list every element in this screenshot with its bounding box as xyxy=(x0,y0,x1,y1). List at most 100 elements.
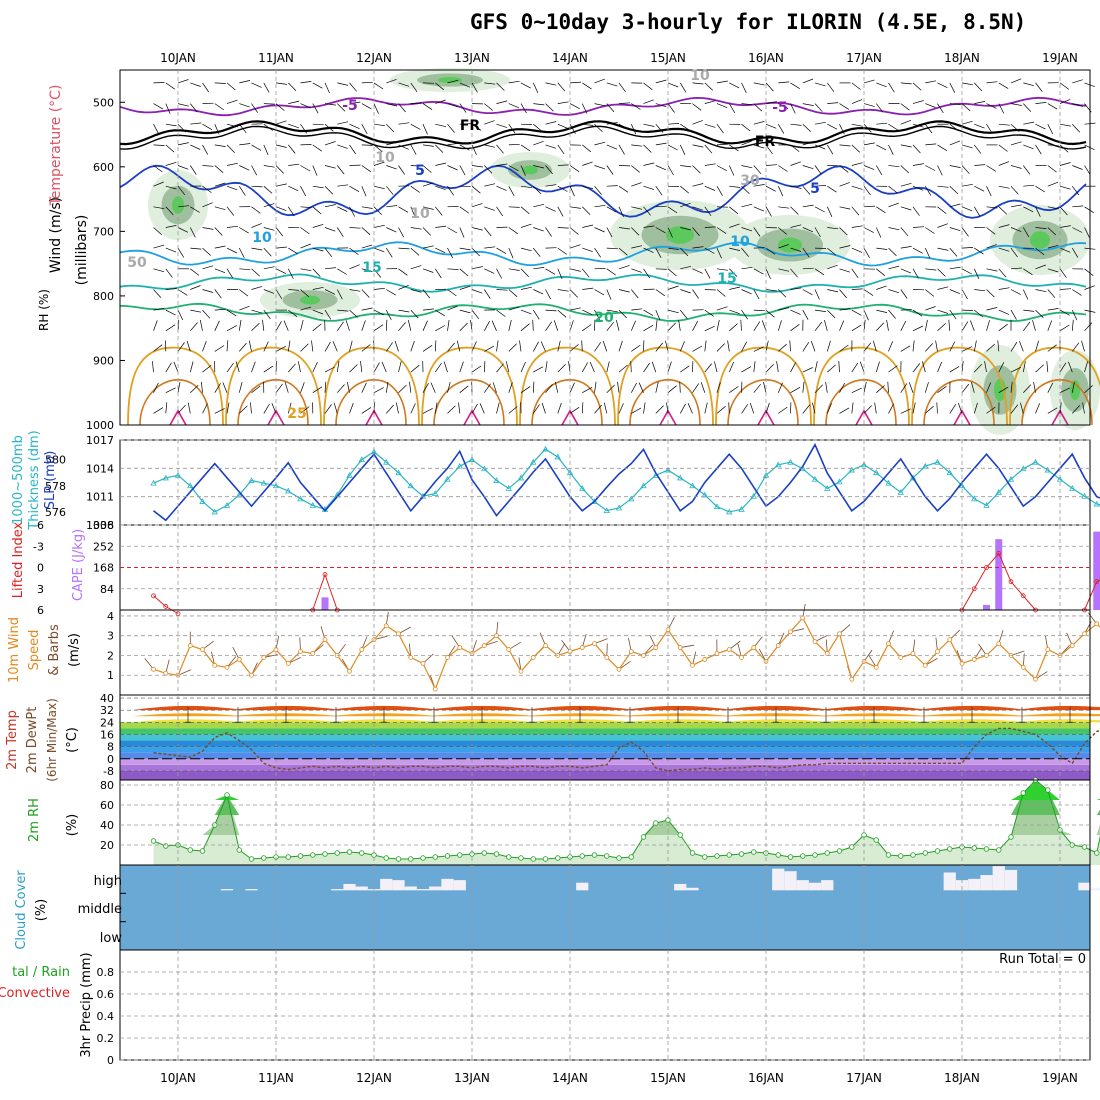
wind-barb xyxy=(839,124,845,135)
wind-speed-point xyxy=(432,686,438,692)
rh-point xyxy=(236,847,242,853)
wind-speed-point xyxy=(200,647,205,652)
wind-barb xyxy=(410,82,418,93)
cloud-bar-high xyxy=(245,889,258,891)
wind-barb xyxy=(496,289,508,291)
date-label-bottom: 16JAN xyxy=(748,1071,784,1085)
isotherm-25 xyxy=(1009,346,1100,426)
wind-barb xyxy=(275,383,283,393)
wind-barb xyxy=(557,185,568,192)
wind-barb xyxy=(288,309,298,317)
wind-barb xyxy=(851,387,862,394)
wind-barb xyxy=(704,289,716,291)
wind-barb xyxy=(949,123,959,132)
y-tick-label: 900 xyxy=(93,354,114,367)
wind-barb xyxy=(165,161,177,166)
wind-barb xyxy=(851,288,863,290)
wind-speed-point xyxy=(261,655,267,660)
wind-barb xyxy=(900,246,912,249)
rh-point xyxy=(408,856,414,862)
wind-barb xyxy=(177,142,189,146)
wind-barb xyxy=(410,340,415,352)
contour-label: 10 xyxy=(410,206,430,222)
wind-barb xyxy=(655,79,667,84)
wind-barb xyxy=(386,404,394,414)
wind-barb xyxy=(714,361,718,373)
wind-barb xyxy=(300,227,310,235)
wind-barb xyxy=(484,345,495,352)
wind-barb xyxy=(974,144,982,154)
wind-barb xyxy=(827,247,837,256)
wind-barb xyxy=(1047,227,1057,236)
wind-barb xyxy=(165,309,176,316)
wind-barb xyxy=(667,144,678,151)
wind-barb xyxy=(533,103,545,106)
wind-barb xyxy=(667,268,677,277)
lifted-index-line xyxy=(312,573,338,611)
wind-barb xyxy=(447,247,454,259)
wind-barb xyxy=(986,307,998,311)
wind-barb xyxy=(1019,340,1024,352)
wind-barb xyxy=(1071,381,1075,393)
wind-barb xyxy=(226,268,234,279)
wind-barb xyxy=(949,309,957,320)
wind-barb xyxy=(484,120,495,125)
cloud-bar-high xyxy=(441,878,454,891)
thickness-point xyxy=(897,488,904,495)
cloud-bar-high xyxy=(380,878,393,891)
wind-barb xyxy=(925,289,935,297)
wind-barb xyxy=(557,364,566,373)
wind-barb xyxy=(532,82,539,94)
rh-point xyxy=(1045,787,1051,793)
rh-point xyxy=(579,853,585,859)
wind-barb xyxy=(153,165,163,173)
wind-barb xyxy=(753,165,762,175)
wind-barb xyxy=(851,225,863,228)
wind-barb xyxy=(631,182,642,187)
wind-barb xyxy=(692,268,703,274)
wind-barb xyxy=(1072,405,1081,414)
wind-barb xyxy=(324,267,336,270)
rh-point xyxy=(677,832,683,838)
wind-barb xyxy=(226,162,238,166)
wind-speed-point xyxy=(677,645,683,650)
temperature-band xyxy=(120,758,1090,765)
wind-barb xyxy=(324,289,336,295)
wind-barb xyxy=(520,185,532,189)
wind-barb xyxy=(1023,206,1034,213)
wind-barb xyxy=(765,309,775,318)
wind-barb xyxy=(288,206,295,217)
run-total: Run Total = 0 xyxy=(999,952,1086,967)
thickness-point xyxy=(199,498,206,504)
wind-speed-point xyxy=(910,651,916,656)
wind-speed-point xyxy=(886,641,891,647)
wind-barb xyxy=(961,165,970,174)
wind-speed-point xyxy=(653,645,659,650)
wind-barb xyxy=(398,309,410,313)
wind-barb xyxy=(1059,324,1070,332)
wind-barb xyxy=(324,404,332,414)
wind-barb xyxy=(324,366,335,373)
wind-barb xyxy=(687,403,693,414)
wind-speed-point xyxy=(163,670,169,676)
wind-speed-point xyxy=(824,651,830,656)
wind-barb xyxy=(922,361,926,373)
wind-barb xyxy=(545,103,554,112)
wind-barb xyxy=(618,82,626,93)
wind-barb xyxy=(410,185,421,193)
wind-barb xyxy=(569,81,582,84)
wind-barb xyxy=(505,361,510,373)
wind-speed-point xyxy=(714,651,720,656)
wind-barb xyxy=(202,185,212,193)
wind-barb xyxy=(165,288,177,290)
wind-barb xyxy=(667,285,679,290)
wind-barb xyxy=(777,382,783,393)
wind-barb xyxy=(1035,403,1041,414)
wind-speed-point xyxy=(494,633,499,639)
wind-barb xyxy=(888,227,900,231)
wind-speed-point xyxy=(298,649,303,654)
wind-barb xyxy=(802,141,814,146)
wind-barb xyxy=(776,361,779,373)
wind-barb xyxy=(483,361,486,373)
wind-barb xyxy=(1072,185,1080,196)
